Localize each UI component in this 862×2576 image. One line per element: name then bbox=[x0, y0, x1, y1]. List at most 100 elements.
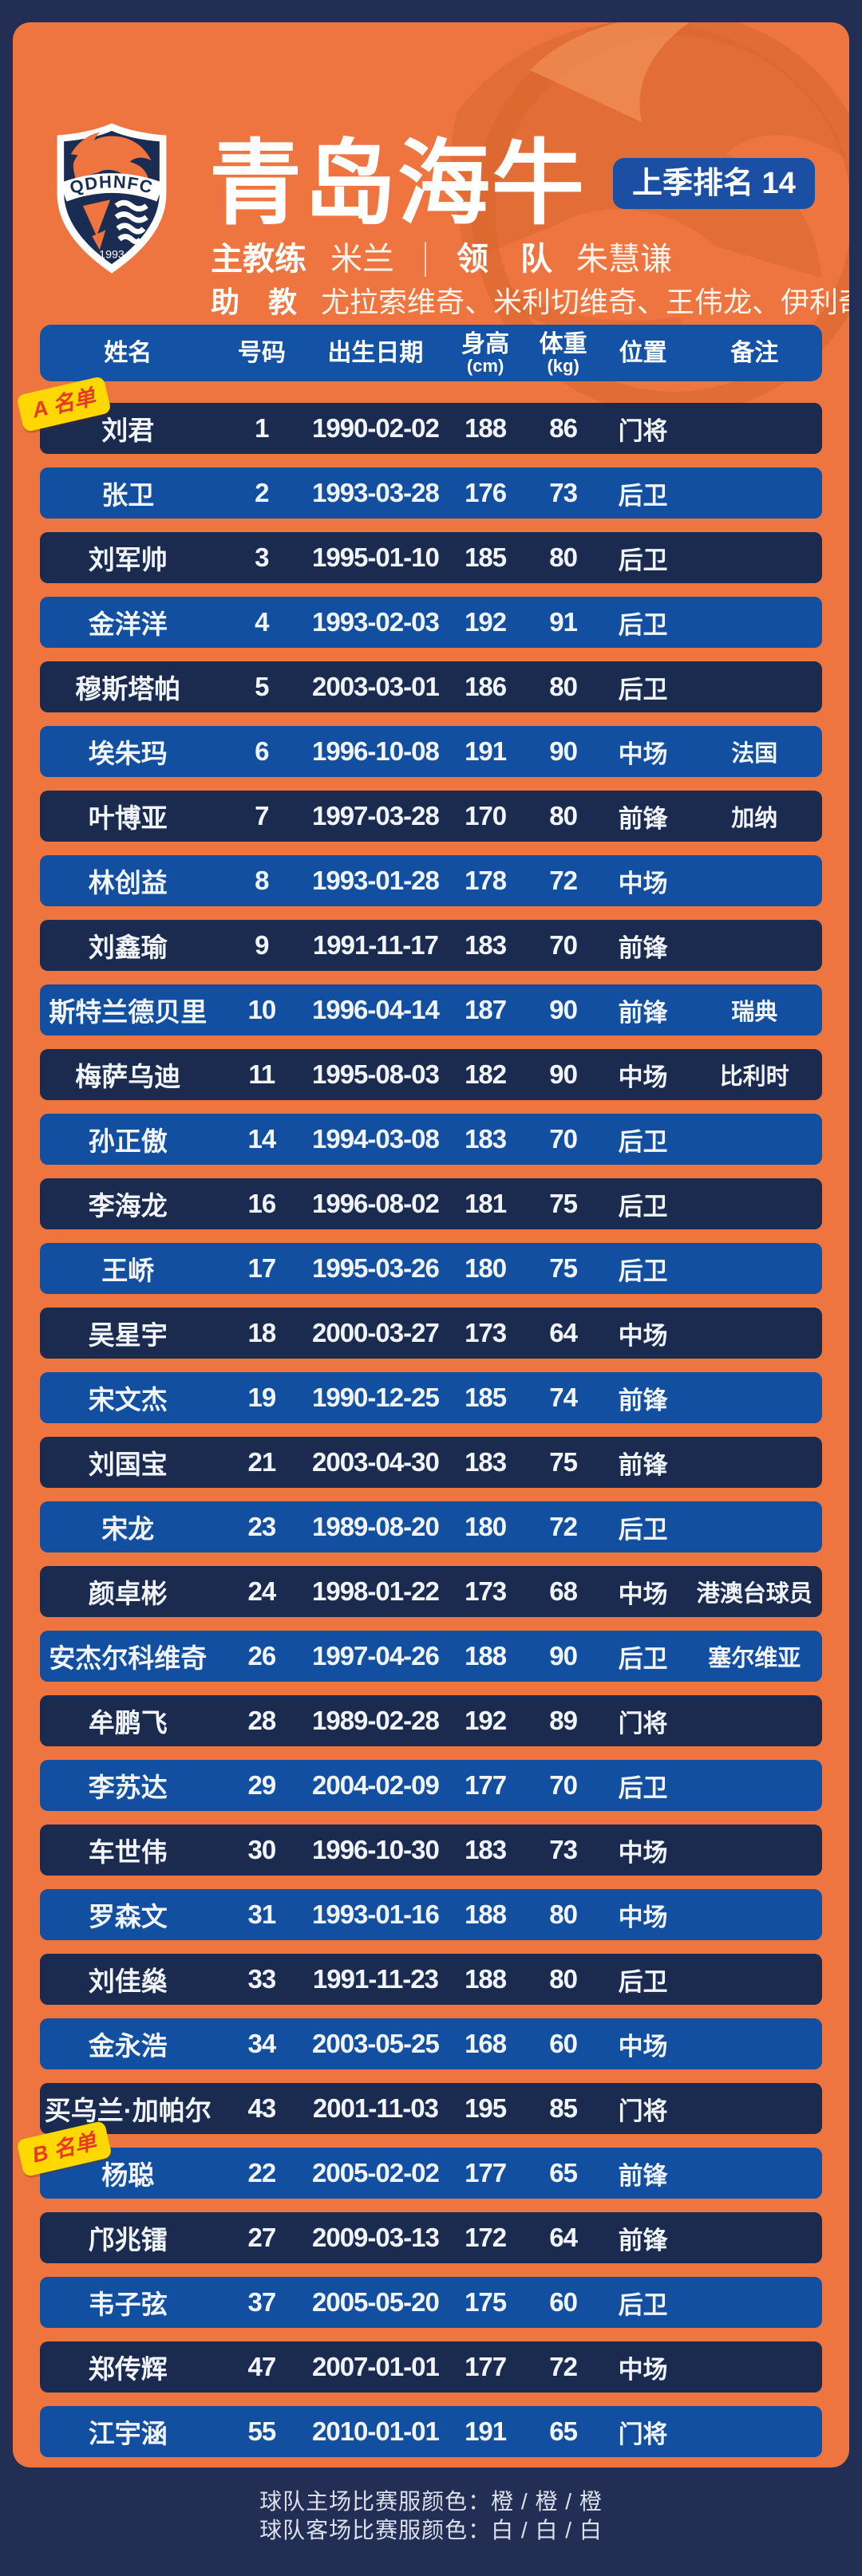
player-name: 刘佳燊 bbox=[88, 1967, 168, 1996]
player-weight: 64 bbox=[549, 1318, 578, 1347]
player-number: 16 bbox=[247, 1189, 276, 1218]
player-name: 江宇涵 bbox=[88, 2419, 168, 2448]
player-position: 后卫 bbox=[618, 1644, 668, 1673]
player-number: 33 bbox=[247, 1964, 276, 1994]
player-height: 185 bbox=[465, 1383, 507, 1412]
player-dob: 1993-01-16 bbox=[312, 1899, 440, 1929]
player-weight: 90 bbox=[549, 1641, 578, 1671]
founded-year: 1993 bbox=[99, 249, 125, 262]
home-kit-colors: 球队主场比赛服颜色：橙 / 橙 / 橙 bbox=[259, 2489, 603, 2514]
table-row: 安杰尔科维奇 26 1997-04-26 188 90 后卫 塞尔维亚 bbox=[40, 1631, 822, 1682]
player-height: 177 bbox=[465, 2158, 507, 2187]
table-row: 刘佳燊 33 1991-11-23 188 80 后卫 bbox=[40, 1954, 822, 2005]
player-height: 168 bbox=[465, 2029, 507, 2058]
player-height: 180 bbox=[465, 1512, 507, 1541]
player-number: 5 bbox=[255, 672, 269, 701]
player-position: 门将 bbox=[618, 416, 668, 445]
player-dob: 1994-03-08 bbox=[312, 1124, 440, 1154]
player-dob: 2003-04-30 bbox=[312, 1447, 440, 1477]
player-position: 中场 bbox=[618, 1838, 668, 1867]
player-position: 后卫 bbox=[618, 1515, 668, 1544]
player-height: 183 bbox=[465, 1447, 507, 1477]
player-number: 19 bbox=[247, 1383, 276, 1412]
col-note: 备注 bbox=[730, 339, 779, 366]
player-height: 173 bbox=[465, 1576, 507, 1606]
player-weight: 75 bbox=[549, 1253, 578, 1283]
table-row: 罗森文 31 1993-01-16 188 80 中场 bbox=[40, 1889, 822, 1940]
player-weight: 70 bbox=[549, 1770, 578, 1800]
divider bbox=[425, 242, 426, 277]
player-height: 173 bbox=[465, 1318, 507, 1347]
player-number: 2 bbox=[255, 478, 269, 507]
player-weight: 73 bbox=[549, 1835, 578, 1864]
player-dob: 2007-01-01 bbox=[312, 2352, 440, 2381]
player-height: 183 bbox=[465, 1124, 507, 1154]
player-height: 183 bbox=[465, 1835, 507, 1864]
player-number: 1 bbox=[255, 413, 269, 443]
player-weight: 89 bbox=[549, 1706, 578, 1735]
player-number: 4 bbox=[255, 607, 269, 637]
player-position: 中场 bbox=[618, 869, 668, 897]
player-number: 37 bbox=[247, 2287, 276, 2317]
player-weight: 65 bbox=[549, 2416, 578, 2446]
player-position: 中场 bbox=[618, 1063, 668, 1091]
player-name: 邝兆镭 bbox=[88, 2225, 168, 2254]
player-height: 172 bbox=[465, 2223, 507, 2252]
player-note: 比利时 bbox=[719, 1064, 789, 1090]
col-name: 姓名 bbox=[104, 339, 152, 366]
col-height: 身高 (cm) bbox=[461, 330, 510, 376]
player-number: 29 bbox=[247, 1770, 276, 1800]
player-number: 47 bbox=[247, 2352, 276, 2381]
player-weight: 80 bbox=[549, 1899, 578, 1929]
table-row: 张卫 2 1993-03-28 176 73 后卫 bbox=[40, 467, 822, 519]
table-row: 江宇涵 55 2010-01-01 191 65 门将 bbox=[40, 2406, 822, 2457]
player-note: 塞尔维亚 bbox=[708, 1646, 801, 1671]
player-weight: 86 bbox=[549, 413, 578, 443]
player-dob: 2010-01-01 bbox=[312, 2416, 440, 2446]
player-weight: 73 bbox=[549, 478, 578, 507]
player-name: 刘鑫瑜 bbox=[88, 933, 168, 962]
player-height: 177 bbox=[465, 1770, 507, 1800]
player-position: 前锋 bbox=[618, 2226, 668, 2254]
col-dob: 出生日期 bbox=[327, 339, 424, 366]
player-height: 188 bbox=[465, 1641, 507, 1671]
club-logo: QDHNFC 1993 bbox=[57, 123, 167, 274]
player-dob: 1996-08-02 bbox=[312, 1189, 440, 1218]
player-height: 187 bbox=[465, 995, 507, 1024]
player-number: 34 bbox=[247, 2029, 276, 2058]
player-name: 梅萨乌迪 bbox=[75, 1062, 181, 1091]
player-height: 183 bbox=[465, 930, 507, 960]
manager-name: 朱慧谦 bbox=[576, 242, 672, 277]
table-row: 穆斯塔帕 5 2003-03-01 186 80 后卫 bbox=[40, 661, 822, 712]
player-dob: 1989-02-28 bbox=[312, 1706, 440, 1735]
player-number: 18 bbox=[247, 1318, 276, 1347]
kit-colors-footer: 球队主场比赛服颜色：橙 / 橙 / 橙 球队客场比赛服颜色：白 / 白 / 白 bbox=[0, 2487, 862, 2545]
player-position: 前锋 bbox=[618, 1386, 668, 1414]
player-number: 22 bbox=[247, 2158, 276, 2187]
player-position: 后卫 bbox=[618, 1256, 668, 1285]
player-note: 法国 bbox=[731, 741, 778, 767]
player-height: 192 bbox=[465, 607, 507, 637]
player-name: 郑传辉 bbox=[88, 2354, 168, 2384]
player-position: 后卫 bbox=[618, 610, 668, 639]
player-dob: 1991-11-23 bbox=[312, 1964, 439, 1994]
player-dob: 2009-03-13 bbox=[312, 2223, 440, 2252]
player-weight: 60 bbox=[549, 2287, 578, 2317]
player-weight: 68 bbox=[549, 1576, 578, 1606]
player-height: 185 bbox=[465, 542, 507, 572]
player-name: 罗森文 bbox=[88, 1902, 168, 1931]
manager-label: 领 队 bbox=[457, 242, 552, 277]
table-row: 斯特兰德贝里 10 1996-04-14 187 90 前锋 瑞典 bbox=[40, 984, 822, 1036]
player-number: 9 bbox=[255, 930, 269, 960]
player-number: 26 bbox=[247, 1641, 276, 1671]
player-position: 后卫 bbox=[618, 675, 668, 704]
player-name: 买乌兰·加帕尔 bbox=[44, 2096, 212, 2125]
col-weight: 体重 (kg) bbox=[539, 330, 587, 376]
player-dob: 2003-03-01 bbox=[312, 672, 440, 701]
player-name: 宋文杰 bbox=[88, 1385, 168, 1414]
player-weight: 90 bbox=[549, 1059, 578, 1089]
player-name: 刘国宝 bbox=[88, 1450, 168, 1479]
player-weight: 60 bbox=[549, 2029, 578, 2058]
player-name: 李苏达 bbox=[88, 1773, 168, 1802]
player-dob: 1997-03-28 bbox=[312, 801, 440, 830]
